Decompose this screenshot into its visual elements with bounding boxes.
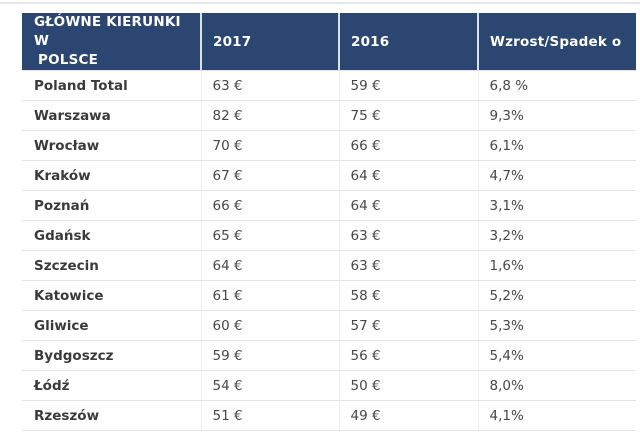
table-header: GŁÓWNE KIERUNKI W POLSCE 2017 2016 Wzros… [22,13,636,71]
price-2016-cell: 56 € [338,340,478,371]
table-container: GŁÓWNE KIERUNKI W POLSCE 2017 2016 Wzros… [22,13,636,431]
col-header-destinations-line1: GŁÓWNE KIERUNKI W [34,14,181,49]
top-divider-line [0,2,640,4]
table-row: Gdańsk 65 € 63 € 3,2% [22,220,636,251]
change-cell: 5,3% [477,310,636,341]
change-cell: 1,6% [477,250,636,281]
destination-cell: Bydgoszcz [22,340,201,371]
table-row: Bydgoszcz 59 € 56 € 5,4% [22,340,636,371]
price-2016-cell: 50 € [338,370,478,401]
destination-cell: Wrocław [22,130,201,161]
destination-cell: Warszawa [22,100,201,131]
change-cell: 8,0% [477,370,636,401]
change-cell: 6,1% [477,130,636,161]
destination-cell: Poznań [22,190,201,221]
table-row: Wrocław 70 € 66 € 6,1% [22,130,636,161]
destination-cell: Kraków [22,160,201,191]
change-cell: 3,1% [477,190,636,221]
price-2017-cell: 61 € [200,280,339,311]
change-cell: 3,2% [477,220,636,251]
price-2017-cell: 82 € [200,100,339,131]
price-2017-cell: 64 € [200,250,339,281]
col-header-change: Wzrost/Spadek o [477,13,636,71]
price-2016-cell: 64 € [338,190,478,221]
price-2017-cell: 70 € [200,130,339,161]
destination-cell: Gliwice [22,310,201,341]
price-2017-cell: 67 € [200,160,339,191]
price-2017-cell: 59 € [200,340,339,371]
table-body: Poland Total 63 € 59 € 6,8 % Warszawa 82… [22,70,636,431]
price-2016-cell: 66 € [338,130,478,161]
price-2016-cell: 63 € [338,250,478,281]
change-cell: 5,2% [477,280,636,311]
change-cell: 5,4% [477,340,636,371]
price-2016-cell: 58 € [338,280,478,311]
destination-cell: Katowice [22,280,201,311]
price-2017-cell: 60 € [200,310,339,341]
table-row: Poland Total 63 € 59 € 6,8 % [22,70,636,101]
price-2016-cell: 75 € [338,100,478,131]
price-2017-cell: 51 € [200,400,339,431]
table-row: Katowice 61 € 58 € 5,2% [22,280,636,311]
price-2017-cell: 63 € [200,70,339,101]
table-row: Rzeszów 51 € 49 € 4,1% [22,400,636,431]
destination-cell: Poland Total [22,70,201,101]
destination-cell: Szczecin [22,250,201,281]
price-2017-cell: 65 € [200,220,339,251]
destination-cell: Łódź [22,370,201,401]
price-2016-cell: 64 € [338,160,478,191]
destination-cell: Gdańsk [22,220,201,251]
col-header-2016: 2016 [338,13,478,71]
change-cell: 4,7% [477,160,636,191]
price-2017-cell: 66 € [200,190,339,221]
col-header-destinations: GŁÓWNE KIERUNKI W POLSCE [22,13,201,71]
table-row: Gliwice 60 € 57 € 5,3% [22,310,636,341]
table-row: Szczecin 64 € 63 € 1,6% [22,250,636,281]
destination-cell: Rzeszów [22,400,201,431]
price-2016-cell: 63 € [338,220,478,251]
col-header-destinations-line2: POLSCE [38,52,99,68]
table-row: Łódź 54 € 50 € 8,0% [22,370,636,401]
table-row: Poznań 66 € 64 € 3,1% [22,190,636,221]
table-row: Warszawa 82 € 75 € 9,3% [22,100,636,131]
change-cell: 9,3% [477,100,636,131]
poland-destinations-rates-table: GŁÓWNE KIERUNKI W POLSCE 2017 2016 Wzros… [22,13,636,431]
col-header-2017: 2017 [200,13,339,71]
change-cell: 6,8 % [477,70,636,101]
price-2016-cell: 59 € [338,70,478,101]
price-2017-cell: 54 € [200,370,339,401]
price-2016-cell: 49 € [338,400,478,431]
price-2016-cell: 57 € [338,310,478,341]
change-cell: 4,1% [477,400,636,431]
header-row: GŁÓWNE KIERUNKI W POLSCE 2017 2016 Wzros… [22,13,636,71]
table-row: Kraków 67 € 64 € 4,7% [22,160,636,191]
